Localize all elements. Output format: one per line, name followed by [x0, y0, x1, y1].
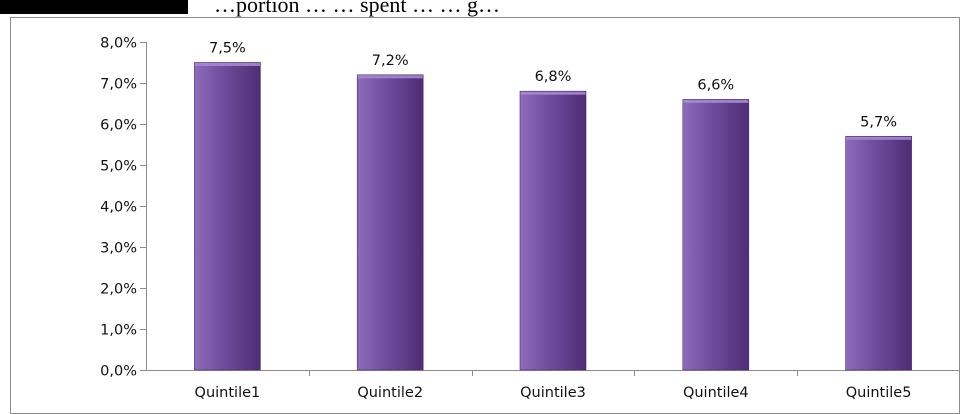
y-tick-label: 8,0% — [100, 36, 137, 52]
data-label: 6,8% — [535, 69, 572, 85]
y-tick-label: 7,0% — [100, 77, 137, 93]
bar — [845, 136, 912, 371]
bar-top-highlight — [683, 99, 749, 103]
x-tick-label: Quintile3 — [520, 385, 586, 401]
x-tick-label: Quintile2 — [357, 385, 423, 401]
y-axis: 0,0% 1,0% 2,0% 3,0% 4,0% 5,0% 6,0% 7,0% 8,0% — [100, 36, 147, 380]
caption-label-box — [0, 0, 188, 14]
bar-top-highlight — [846, 136, 912, 140]
bar — [682, 99, 750, 371]
bar-top-highlight — [357, 75, 423, 79]
y-tick-label: 4,0% — [100, 200, 137, 216]
bars — [194, 62, 912, 371]
bar — [194, 62, 261, 371]
bar-top-highlight — [520, 91, 586, 95]
y-tick-label: 2,0% — [100, 282, 137, 298]
bar — [356, 74, 424, 371]
data-label: 6,6% — [697, 77, 734, 93]
x-tick-label: Quintile5 — [846, 385, 912, 401]
bar-top-highlight — [194, 63, 260, 66]
data-labels: 7,5% 7,2% 6,8% 6,6% 5,7% — [209, 41, 897, 131]
bar — [519, 90, 587, 371]
caption-text: …portion … … spent … … g… — [214, 0, 500, 17]
x-tick-label: Quintile1 — [195, 385, 261, 401]
y-tick-label: 3,0% — [100, 241, 137, 257]
y-tick-label: 5,0% — [100, 159, 137, 175]
data-label: 7,5% — [209, 41, 246, 57]
y-tick-label: 0,0% — [100, 364, 137, 380]
x-axis: Quintile1 Quintile2 Quintile3 Quintile4 Quin… — [146, 370, 960, 401]
data-label: 5,7% — [860, 114, 897, 130]
data-label: 7,2% — [372, 53, 409, 69]
figure-caption: …portion … … spent … … g… — [0, 0, 960, 22]
y-tick-label: 1,0% — [100, 323, 137, 339]
chart-frame — [10, 17, 960, 414]
y-tick-label: 6,0% — [100, 118, 137, 134]
x-tick-label: Quintile4 — [683, 385, 749, 401]
